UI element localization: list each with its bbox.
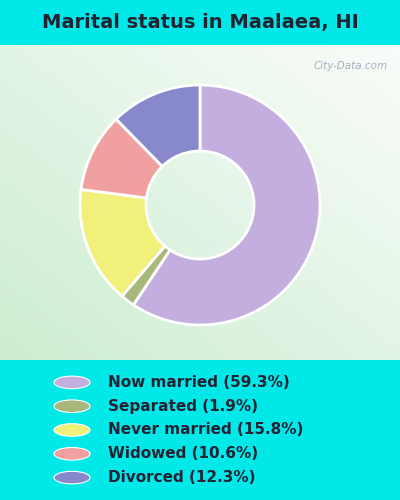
Text: Separated (1.9%): Separated (1.9%) — [108, 398, 258, 413]
Wedge shape — [81, 119, 162, 198]
Text: Marital status in Maalaea, HI: Marital status in Maalaea, HI — [42, 13, 358, 32]
Circle shape — [54, 472, 90, 484]
Wedge shape — [80, 190, 165, 296]
Wedge shape — [116, 85, 200, 166]
Circle shape — [54, 376, 90, 388]
Circle shape — [54, 400, 90, 412]
Text: Now married (59.3%): Now married (59.3%) — [108, 375, 290, 390]
Wedge shape — [134, 85, 320, 325]
Text: Divorced (12.3%): Divorced (12.3%) — [108, 470, 256, 485]
Circle shape — [54, 424, 90, 436]
Text: Widowed (10.6%): Widowed (10.6%) — [108, 446, 258, 462]
Wedge shape — [122, 246, 170, 305]
Text: Never married (15.8%): Never married (15.8%) — [108, 422, 303, 438]
Circle shape — [54, 448, 90, 460]
Text: City-Data.com: City-Data.com — [314, 60, 388, 70]
